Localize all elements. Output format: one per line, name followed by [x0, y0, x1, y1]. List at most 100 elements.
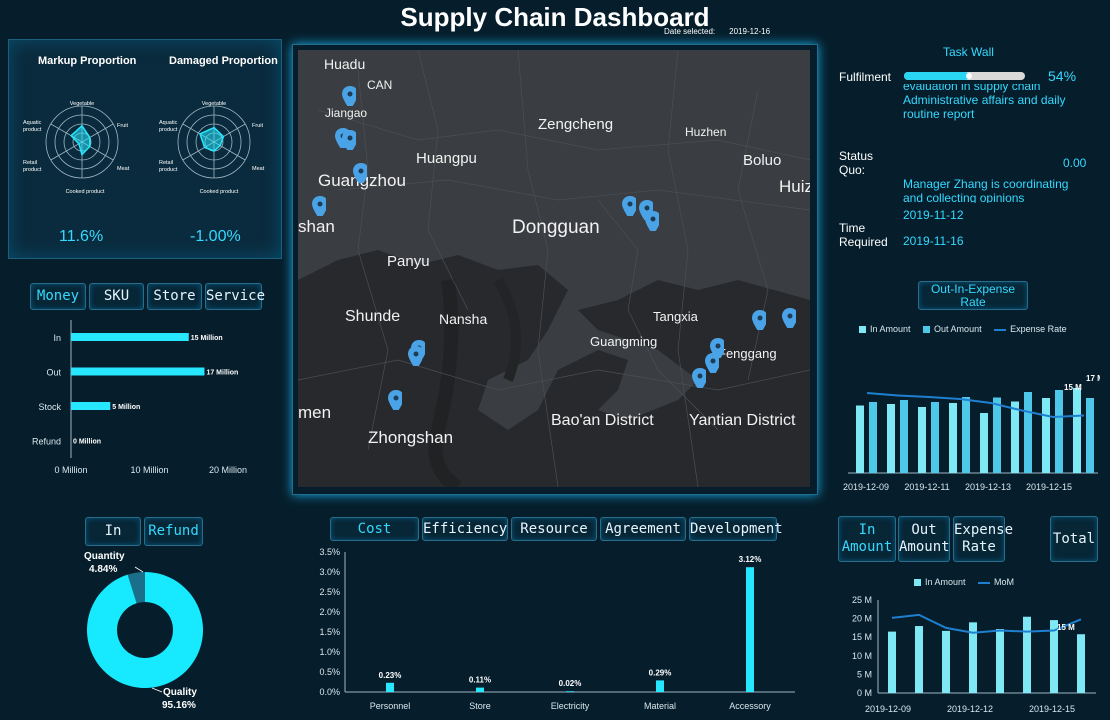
legend-in-amount-label: In Amount	[925, 577, 966, 587]
marker-dot	[317, 201, 323, 207]
task-start-date: 2019-11-12	[903, 208, 964, 222]
amount-bar	[969, 622, 977, 693]
cost-value-label: 0.29%	[649, 668, 672, 677]
map-label-panyu: Panyu	[387, 253, 430, 270]
map-label-yantian: Yantian District	[689, 412, 796, 429]
expense-out-bar	[962, 397, 970, 473]
cost-bar	[566, 691, 574, 692]
expense-out-bar	[931, 402, 939, 473]
map-label-huzhen: Huzhen	[685, 125, 727, 139]
expense-rate-title[interactable]: Out-In-Expense Rate	[918, 281, 1028, 310]
task-item: routine report	[903, 107, 975, 121]
map-marker-icon[interactable]	[622, 196, 636, 216]
fulfilment-progress-knob[interactable]	[966, 73, 973, 79]
donut-quantity-leader	[134, 566, 144, 573]
tab-efficiency[interactable]: Efficiency	[422, 517, 508, 541]
hbar-bar	[71, 333, 189, 341]
marker-dot	[757, 315, 763, 321]
map[interactable]: Huadu CAN Jiangao Zengcheng Huzhen Huang…	[298, 50, 810, 487]
map-marker-icon[interactable]	[342, 130, 356, 150]
tab-refund[interactable]: Refund	[144, 517, 203, 546]
radar-area	[199, 126, 225, 152]
tab-sku[interactable]: SKU	[89, 283, 144, 310]
map-marker-icon[interactable]	[388, 390, 402, 410]
status-quo-text: Manager Zhang is coordinating and collec…	[903, 177, 1083, 203]
radar1-meat-label: Meat	[117, 166, 130, 172]
status-line: and collecting opinions	[903, 191, 1025, 203]
legend-rate-swatch	[994, 328, 1007, 331]
map-marker-icon[interactable]	[408, 346, 422, 366]
map-marker-icon[interactable]	[752, 310, 766, 330]
map-marker-icon[interactable]	[782, 308, 796, 328]
marker-dot	[644, 205, 650, 211]
legend-in-swatch	[859, 326, 866, 334]
amount-x-tick: 2019-12-12	[947, 704, 993, 714]
map-marker-icon[interactable]	[312, 196, 326, 216]
tab-money[interactable]: Money	[30, 283, 86, 310]
map-marker-icon[interactable]	[705, 353, 719, 373]
expense-rate-chart: 17 M 15 M 2019-12-09 2019-12-11 2019-12-13 20…	[843, 374, 1100, 492]
expense-in-bar	[1011, 401, 1019, 473]
tab-development[interactable]: Development	[689, 517, 783, 541]
tab-expense-rate[interactable]: Expense Rate	[953, 516, 1013, 562]
expense-out-bar	[1055, 390, 1063, 473]
date-selected-value[interactable]: 2019-12-16	[729, 27, 771, 36]
amount-bar	[1050, 620, 1058, 693]
expense-rate-line	[866, 392, 1085, 419]
map-frame	[292, 44, 818, 495]
expense-legend: In Amount Out Amount Expense Rate	[859, 324, 1067, 334]
map-marker-icon[interactable]	[692, 368, 706, 388]
radar-panel: Markup Proportion Damaged Proportion Veg…	[8, 39, 282, 259]
cost-y-tick: 1.0%	[319, 647, 340, 657]
tab-store[interactable]: Store	[147, 283, 202, 310]
tab-total[interactable]: Total	[1050, 516, 1098, 562]
hbar-category-label: Out	[46, 368, 61, 378]
tab-cost[interactable]: Cost	[330, 517, 419, 541]
markup-proportion-value: 11.6%	[59, 228, 104, 245]
radar1-vegetable-label: Vegetable	[69, 101, 95, 107]
date-selected: Date selected: 2019-12-16	[664, 27, 770, 36]
tab-in[interactable]: In	[85, 517, 141, 546]
quantity-label: Quantity	[84, 551, 125, 562]
tab-in-amount[interactable]: In Amount	[838, 516, 896, 562]
task-list[interactable]: evaluation in supply chain Administrativ…	[903, 84, 1083, 124]
radar2-retail-label: Retail product	[159, 160, 178, 173]
map-label-jiangao: Jiangao	[325, 106, 368, 120]
damaged-proportion-title: Damaged Proportion	[169, 55, 278, 67]
legend-rate-label: Expense Rate	[1010, 324, 1067, 334]
expense-in-bar	[1042, 398, 1050, 473]
map-label-nansha: Nansha	[439, 311, 488, 327]
cost-category-label: Material	[644, 701, 676, 711]
radar2-cooked-label: Cooked product	[199, 189, 239, 195]
map-marker-icon[interactable]	[710, 338, 724, 358]
map-label-dongguan: Dongguan	[512, 217, 600, 238]
amount-legend: In Amount MoM	[914, 577, 1014, 587]
cost-y-tick: 2.0%	[319, 607, 340, 617]
map-label-tangxia: Tangxia	[653, 309, 698, 324]
task-wall-title: Task Wall	[943, 45, 994, 59]
cost-value-label: 0.23%	[379, 671, 402, 680]
radar1-fruit-label: Fruit	[117, 123, 128, 129]
tab-agreement[interactable]: Agreement	[600, 517, 686, 541]
marker-dot	[787, 313, 793, 319]
page-title: Supply Chain Dashboard	[400, 2, 710, 32]
tab-service[interactable]: Service	[205, 283, 265, 310]
map-marker-icon[interactable]	[353, 163, 367, 183]
amount-annotation: 15 M	[1057, 623, 1075, 632]
tab-out-amount[interactable]: Out Amount	[898, 516, 950, 562]
cost-y-tick: 1.5%	[319, 627, 340, 637]
expense-x-tick: 2019-12-15	[1026, 482, 1072, 492]
hbar-tick-label: 20 Million	[209, 465, 247, 475]
radar-axis	[50, 141, 83, 161]
map-marker-icon[interactable]	[645, 211, 659, 231]
hbar-bar	[71, 402, 111, 410]
hbar-tick-label: 0 Million	[54, 465, 87, 475]
amount-x-tick: 2019-12-09	[865, 704, 911, 714]
map-marker-icon[interactable]	[342, 86, 356, 106]
money-bar-chart: In 15 Million Out 17 Million Stock 5 Million R…	[32, 320, 247, 475]
hbar-value-label: 0 Million	[73, 439, 101, 446]
cost-y-tick: 2.5%	[319, 587, 340, 597]
hbar-bar	[71, 367, 205, 376]
tab-resource[interactable]: Resource	[511, 517, 597, 541]
map-label-baoan: Bao'an District	[551, 412, 654, 429]
